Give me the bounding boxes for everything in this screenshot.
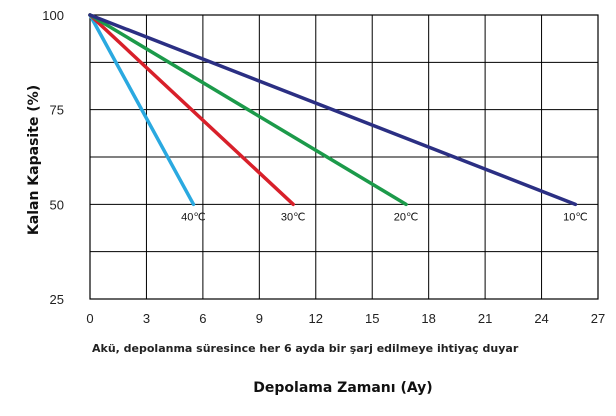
y-tick-label: 50 bbox=[50, 197, 64, 212]
x-tick-label: 3 bbox=[143, 311, 150, 326]
y-tick-label: 25 bbox=[50, 292, 64, 307]
x-tick-label: 12 bbox=[309, 311, 323, 326]
series-label: 30℃ bbox=[281, 211, 306, 223]
series-label: 40℃ bbox=[181, 211, 206, 223]
y-tick-label: 100 bbox=[42, 8, 64, 23]
x-tick-label: 9 bbox=[256, 311, 263, 326]
chart-note: Akü, depolanma süresince her 6 ayda bir … bbox=[92, 342, 519, 355]
series-labels: 40℃ 30℃ 20℃ 10℃ bbox=[181, 211, 588, 223]
series-line bbox=[88, 13, 408, 207]
x-tick-label: 21 bbox=[478, 311, 492, 326]
x-tick-label: 0 bbox=[86, 311, 93, 326]
x-axis-label: Depolama Zamanı (Ay) bbox=[253, 380, 433, 396]
series-label: 10℃ bbox=[563, 211, 588, 223]
x-tick-label: 24 bbox=[534, 311, 548, 326]
series-label: 20℃ bbox=[394, 211, 419, 223]
x-tick-labels: 0 3 6 9 12 15 18 21 24 27 bbox=[86, 311, 605, 326]
series-line bbox=[88, 13, 196, 207]
chart-grid bbox=[89, 14, 599, 300]
series-line bbox=[88, 13, 295, 207]
y-tick-label: 75 bbox=[50, 103, 64, 118]
y-tick-labels: 25 50 75 100 bbox=[42, 8, 64, 307]
chart-series bbox=[88, 13, 578, 207]
y-axis-label: Kalan Kapasite (%) bbox=[26, 85, 42, 235]
x-tick-label: 27 bbox=[591, 311, 605, 326]
x-tick-label: 6 bbox=[199, 311, 206, 326]
plot-border bbox=[89, 14, 599, 300]
x-tick-label: 15 bbox=[365, 311, 379, 326]
x-tick-label: 18 bbox=[421, 311, 435, 326]
series-line bbox=[88, 13, 578, 207]
